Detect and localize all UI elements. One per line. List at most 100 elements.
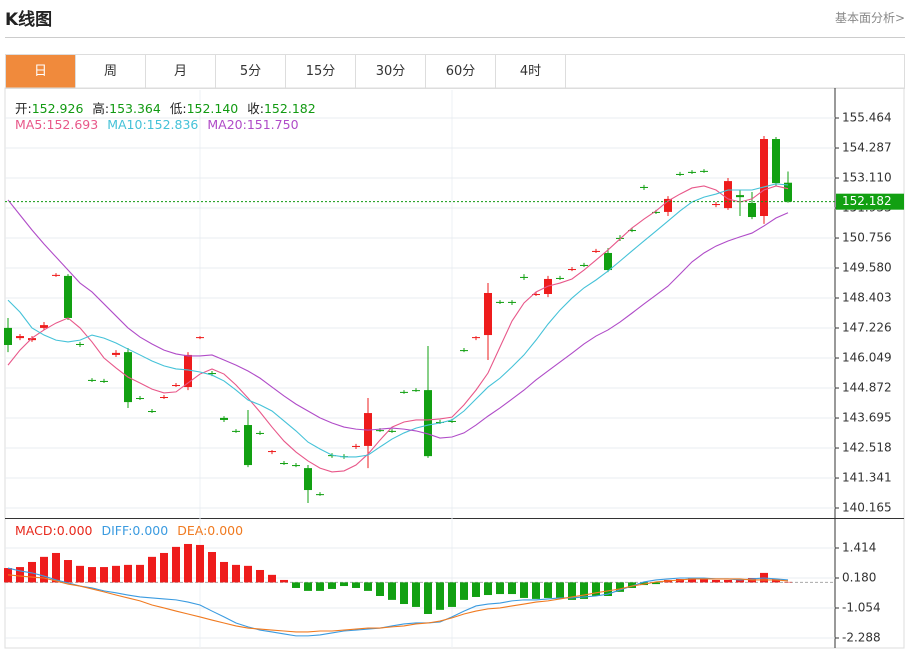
macd-bar [472,582,480,597]
candle-body [52,274,60,276]
macd-bar [736,579,744,583]
candle-body [64,275,72,318]
macd-bar [376,582,384,596]
macd-bar [568,582,576,600]
info-value: 152.182 [263,101,316,116]
y-tick-label: 144.872 [842,381,892,395]
candle-body [28,338,36,341]
period-tab[interactable]: 日 [6,55,76,88]
info-value: 0.000 [207,523,244,538]
last-price-box [836,193,904,210]
macd-bar [388,582,396,600]
candle-body [184,354,192,388]
macd-bar [316,582,324,591]
macd-bar [184,543,192,583]
y-tick-label: -1.054 [842,601,881,615]
y-tick-label: 154.287 [842,141,892,155]
macd-bar [652,582,660,585]
macd-bar [124,564,132,583]
candle-body [700,170,708,172]
fundamentals-link[interactable]: 基本面分析> [834,11,905,25]
y-tick-label: 153.110 [842,171,892,185]
info-label: 低: [169,101,187,116]
macd-bar [304,582,312,591]
macd-bar [700,578,708,583]
period-tab[interactable]: 周 [76,55,146,88]
macd-bar [448,582,456,607]
info-value: 0.000 [132,523,169,538]
candle-body [676,173,684,175]
y-tick-label: 147.226 [842,321,892,335]
info-label: MACD: [15,523,57,538]
macd-bar [484,582,492,596]
candle-body [268,451,276,453]
macd-bar [616,582,624,592]
candle-body [448,420,456,422]
candle-body [208,373,216,375]
macd-bar [508,582,516,595]
candle-body [760,139,768,217]
candle-body [460,350,468,352]
page-title: K线图 [5,10,53,30]
candle-body [532,294,540,296]
macd-bar [460,582,468,600]
macd-bar [268,574,276,583]
macd-bar [412,582,420,607]
candle-body [256,432,264,434]
info-label: 开: [15,101,32,116]
macd-bar [148,556,156,583]
macd-bar [172,546,180,583]
period-tab[interactable]: 月 [146,55,216,88]
macd-bar [256,569,264,583]
macd-bar [136,564,144,583]
y-tick-label: 146.049 [842,351,892,365]
candle-body [100,380,108,382]
y-tick-label: -2.288 [842,631,881,645]
candle-body [712,204,720,206]
macd-bar [196,544,204,583]
info-label: MA20: [207,117,247,132]
info-label: DIFF: [101,523,133,538]
period-tab[interactable]: 15分 [286,55,356,88]
info-value: 152.926 [31,101,84,116]
macd-bar [88,567,96,583]
macd-bar [556,582,564,598]
macd-bar [76,565,84,583]
candle-body [400,391,408,393]
info-value: 152.836 [146,117,199,132]
candle-body [496,301,504,303]
candle-body [472,337,480,339]
macd-bar [592,582,600,596]
line [7,199,789,439]
macd-bar [280,579,288,583]
macd-bar [232,564,240,583]
y-tick-label: 148.403 [842,291,892,305]
candle-body [592,250,600,252]
candle-body [664,198,672,212]
macd-bar [100,567,108,583]
candle-body [304,468,312,491]
candle-body [520,276,528,278]
candle-body [772,139,780,184]
candle-body [352,445,360,447]
macd-bar [220,561,228,583]
divider [5,37,905,38]
macd-info: MACD:0.000 DIFF:0.000 DEA:0.000 [15,523,252,538]
info-value: 152.140 [186,101,239,116]
candle-body [580,264,588,266]
macd-bar [244,565,252,583]
info-value: 151.750 [246,117,299,132]
period-tab[interactable]: 30分 [356,55,426,88]
candle-body [640,186,648,188]
macd-bar [28,561,36,583]
info-label: MA10: [107,117,147,132]
period-tab[interactable]: 5分 [216,55,286,88]
period-tab[interactable]: 60分 [426,55,496,88]
y-tick-label: 140.165 [842,501,892,515]
y-tick-label: 155.464 [842,111,892,125]
candle-body [112,352,120,355]
candle-body [412,390,420,392]
period-tab[interactable]: 4时 [496,55,566,88]
candle-body [784,182,792,202]
y-tick-label: 142.518 [842,441,892,455]
